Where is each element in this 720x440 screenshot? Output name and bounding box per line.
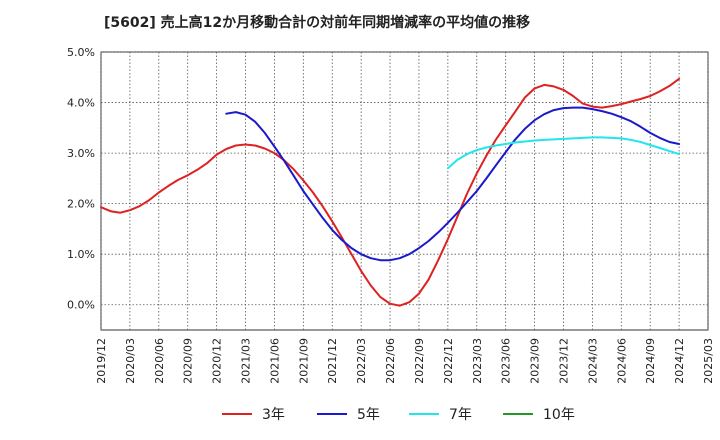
x-tick-label: 2023/09 [529, 338, 542, 384]
y-tick-label: 4.0% [67, 97, 95, 110]
x-tick-label: 2021/12 [326, 338, 339, 384]
x-tick-label: 2019/12 [95, 338, 108, 384]
x-tick-label: 2021/09 [297, 338, 310, 384]
series-line [225, 106, 681, 262]
legend: 3年 5年 7年 10年 [222, 407, 575, 423]
x-tick-label: 2024/12 [673, 338, 686, 384]
x-tick-label: 2024/03 [586, 338, 599, 384]
x-axis: 2019/12 2020/03 2020/06 2020/09 2020/12 2021/… [95, 338, 715, 384]
x-tick-label: 2020/03 [124, 338, 137, 384]
y-tick-label: 5.0% [67, 46, 95, 59]
x-tick-label: 2022/09 [413, 338, 426, 384]
y-tick-label: 3.0% [67, 147, 95, 160]
x-tick-label: 2020/06 [153, 338, 166, 384]
x-tick-label: 2025/03 [702, 338, 715, 384]
legend-label: 7年 [449, 407, 472, 423]
y-axis: 5.0% 4.0% 3.0% 2.0% 1.0% 0.0% [67, 46, 95, 312]
legend-label: 5年 [357, 407, 380, 423]
series-lines [100, 77, 681, 307]
x-tick-label: 2020/12 [211, 338, 224, 384]
x-tick-label: 2020/09 [182, 338, 195, 384]
x-tick-label: 2023/03 [471, 338, 484, 384]
y-tick-label: 0.0% [67, 299, 95, 312]
x-tick-label: 2021/03 [240, 338, 253, 384]
x-tick-label: 2023/06 [500, 338, 513, 384]
x-tick-label: 2022/03 [355, 338, 368, 384]
series-line [446, 136, 681, 170]
x-tick-label: 2024/06 [615, 338, 628, 384]
x-tick-label: 2022/06 [384, 338, 397, 384]
y-tick-label: 1.0% [67, 248, 95, 261]
x-tick-label: 2024/09 [644, 338, 657, 384]
chart-title: [5602] 売上高12か月移動合計の対前年同期増減率の平均値の推移 [104, 14, 530, 31]
x-tick-label: 2021/06 [268, 338, 281, 384]
y-tick-label: 2.0% [67, 198, 95, 211]
plot-frame [100, 51, 709, 331]
legend-label: 10年 [543, 407, 575, 423]
x-tick-label: 2023/12 [557, 338, 570, 384]
grid [100, 51, 709, 330]
legend-label: 3年 [262, 407, 285, 423]
x-tick-label: 2022/12 [442, 338, 455, 384]
series-line [100, 77, 681, 307]
